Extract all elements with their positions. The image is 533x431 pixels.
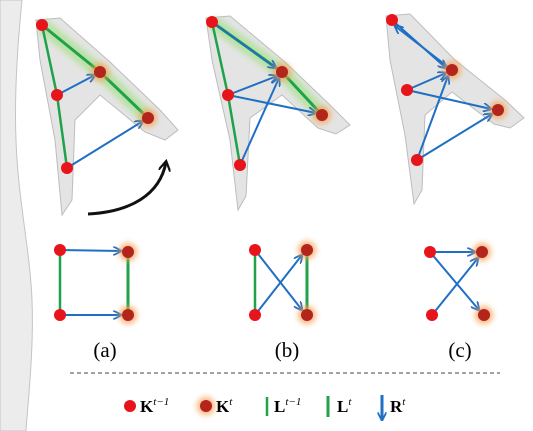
- graph-c: [424, 243, 493, 324]
- legend-label: Rt: [390, 396, 406, 416]
- legend-label: Kt: [216, 396, 233, 416]
- arm-a: [35, 17, 179, 217]
- panel-label: (a): [93, 338, 116, 362]
- arm-b: [205, 15, 351, 212]
- arm-c: [385, 13, 525, 206]
- legend: Kt−1 Kt Lt−1 Lt Rt: [124, 395, 406, 420]
- panel-label: (c): [448, 338, 471, 362]
- graph-a: [54, 243, 137, 324]
- body: [0, 0, 33, 431]
- legend-label: Kt−1: [140, 396, 169, 416]
- legend-label: Lt: [337, 396, 352, 416]
- legend-label: Lt−1: [274, 396, 301, 416]
- graph-b: [249, 241, 316, 324]
- panel-label: (b): [275, 338, 300, 362]
